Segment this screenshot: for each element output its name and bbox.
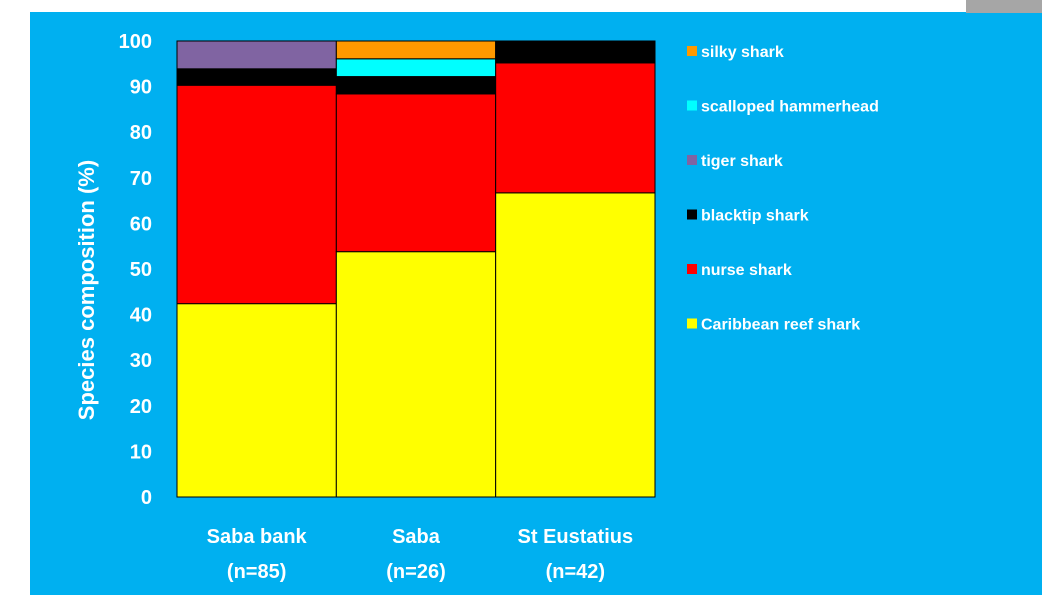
legend-label-caribbean-reef-shark: Caribbean reef shark [701, 317, 860, 334]
legend-swatch-scalloped-hammerhead [687, 100, 697, 111]
legend: silky shark scalloped hammerhead tiger sha… [687, 44, 879, 334]
legend-label-blacktip-shark: blacktip shark [701, 208, 809, 225]
x-tick-sample-size: (n=85) [227, 561, 286, 583]
x-tick-sample-size: (n=42) [546, 561, 605, 583]
bar-segment-saba-bank-nurse-shark [176, 84, 337, 305]
legend-swatch-tiger-shark [687, 155, 697, 165]
legend-label-tiger-shark: tiger shark [701, 153, 783, 170]
y-tick-label: 0 [141, 487, 152, 509]
y-tick-label: 80 [130, 122, 152, 144]
y-tick-label: 10 [130, 441, 152, 463]
bar-segment-saba-bank-tiger-shark [176, 40, 337, 70]
bar-segment-saba-nurse-shark [335, 93, 497, 253]
y-tick-label: 50 [130, 259, 152, 281]
legend-swatch-nurse-shark [687, 264, 697, 274]
y-tick-label: 90 [130, 77, 152, 99]
bars-group [176, 40, 656, 498]
bar-segment-saba-caribbean-reef-shark [335, 251, 497, 498]
x-tick-label: Saba [392, 526, 441, 548]
bar-segment-saba-silky-shark [335, 40, 497, 60]
x-tick-label: Saba bank [207, 526, 308, 548]
y-tick-label: 70 [130, 168, 152, 190]
bar-segment-st-eustatius-nurse-shark [495, 62, 656, 194]
legend-label-scalloped-hammerhead: scalloped hammerhead [701, 99, 879, 116]
corner-tab [966, 0, 1042, 13]
x-tick-label: St Eustatius [518, 526, 634, 548]
legend-label-nurse-shark: nurse shark [701, 262, 792, 279]
bar-segment-saba-bank-caribbean-reef-shark [176, 303, 337, 498]
y-tick-label: 100 [119, 31, 152, 53]
legend-label-silky-shark: silky shark [701, 44, 784, 61]
bar-segment-st-eustatius-blacktip-shark [495, 40, 656, 64]
y-tick-label: 20 [130, 396, 152, 418]
y-tick-label: 40 [130, 305, 152, 327]
bar-segment-saba-scalloped-hammerhead [335, 58, 497, 78]
bar-segment-saba-bank-blacktip-shark [176, 68, 337, 86]
legend-swatch-caribbean-reef-shark [687, 318, 697, 329]
x-axis: Saba bank (n=85) Saba (n=26) St Eustatius (n=… [207, 526, 633, 583]
y-tick-label: 30 [130, 350, 152, 372]
x-tick-sample-size: (n=26) [386, 561, 445, 583]
bar-segment-st-eustatius-caribbean-reef-shark [495, 192, 656, 498]
legend-swatch-blacktip-shark [687, 209, 697, 220]
y-axis-label: Species composition (%) [74, 160, 99, 420]
y-tick-label: 60 [130, 213, 152, 235]
legend-swatch-silky-shark [687, 46, 697, 56]
bar-segment-saba-blacktip-shark [335, 76, 497, 95]
y-axis: 0 10 20 30 40 50 60 70 80 90 100 [119, 31, 152, 509]
